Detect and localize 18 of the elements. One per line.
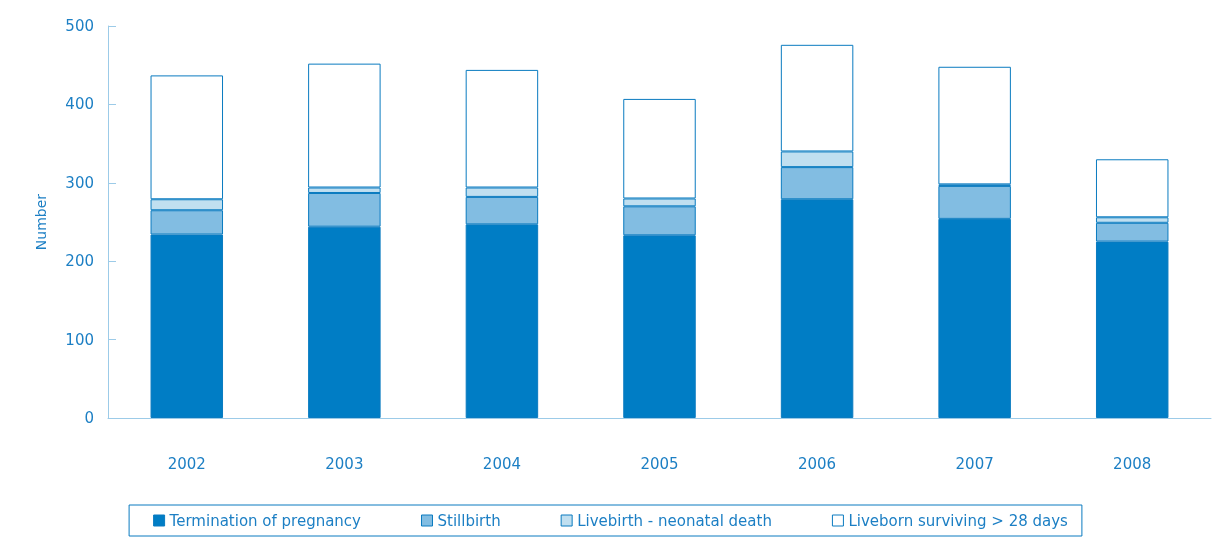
legend-label: Termination of pregnancy bbox=[168, 511, 362, 530]
y-tick-label: 400 bbox=[65, 95, 94, 114]
x-tick-label: 2007 bbox=[955, 454, 994, 473]
legend-label: Stillbirth bbox=[437, 511, 501, 530]
x-tick-label: 2005 bbox=[640, 454, 679, 473]
legend-label: Livebirth - neonatal death bbox=[577, 511, 772, 530]
x-tick-label: 2003 bbox=[325, 454, 364, 473]
y-tick-label: 0 bbox=[84, 409, 94, 427]
x-tick-label: 2002 bbox=[167, 454, 206, 473]
x-tick-label: 2004 bbox=[482, 454, 522, 473]
y-tick-label: 500 bbox=[65, 17, 94, 35]
y-tick-label: 100 bbox=[65, 330, 94, 349]
x-tick-label: 2006 bbox=[797, 454, 837, 473]
x-tick-label: 2008 bbox=[1113, 454, 1152, 473]
legend-label: Liveborn surviving > 28 days bbox=[848, 511, 1069, 530]
y-axis-title: Number bbox=[33, 193, 49, 251]
y-tick-label: 300 bbox=[65, 173, 94, 192]
y-tick-label: 200 bbox=[65, 252, 94, 271]
